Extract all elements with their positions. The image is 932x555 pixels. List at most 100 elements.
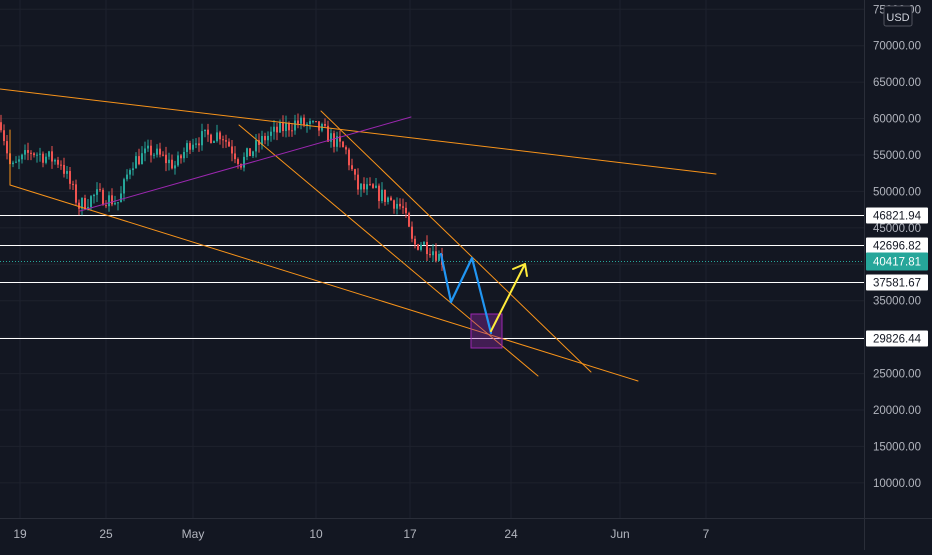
- trendline-channel-a[interactable]: [238, 124, 539, 377]
- x-tick-label: 19: [13, 527, 27, 541]
- candle: [306, 122, 308, 133]
- candle: [177, 151, 179, 167]
- candle: [78, 199, 80, 216]
- candle: [210, 133, 212, 144]
- candle: [159, 142, 161, 158]
- candle: [99, 183, 101, 193]
- time-axis[interactable]: 19 25 May 10 17 24 Jun 7: [13, 527, 709, 541]
- candle: [222, 135, 224, 149]
- candle: [237, 157, 239, 169]
- candle: [168, 152, 170, 171]
- candle: [348, 147, 350, 171]
- candle: [333, 130, 335, 153]
- candle: [141, 146, 143, 165]
- candle: [117, 202, 119, 211]
- candle: [60, 160, 62, 170]
- level-badge-label: 29826.44: [873, 334, 922, 346]
- y-tick-label: 50000.00: [873, 186, 921, 198]
- trendline-channel-b[interactable]: [320, 110, 592, 373]
- candle: [369, 177, 371, 186]
- candle: [192, 138, 194, 153]
- candle: [375, 178, 377, 189]
- candle: [357, 168, 359, 195]
- x-tick-label: 24: [504, 527, 518, 541]
- currency-badge[interactable]: USD: [883, 5, 913, 27]
- x-tick-label: 25: [99, 527, 113, 541]
- candle: [372, 182, 374, 189]
- candle: [183, 147, 185, 163]
- candle: [285, 115, 287, 138]
- y-tick-label: 25000.00: [873, 369, 921, 381]
- candle: [207, 123, 209, 142]
- candle: [276, 122, 278, 141]
- candle: [420, 241, 422, 252]
- x-tick-label: May: [182, 527, 205, 541]
- candle: [93, 193, 95, 204]
- trendline-upper-resistance[interactable]: [0, 88, 717, 175]
- candle: [33, 152, 35, 158]
- y-tick-label: 45000.00: [873, 223, 921, 235]
- candle: [273, 119, 275, 140]
- candle: [96, 182, 98, 202]
- candle: [3, 124, 5, 146]
- candle: [387, 196, 389, 205]
- candle: [258, 133, 260, 153]
- candle: [75, 179, 77, 206]
- candle: [81, 197, 83, 216]
- candle: [363, 177, 365, 193]
- y-tick-label: 20000.00: [873, 405, 921, 417]
- drawings[interactable]: [0, 88, 717, 382]
- candle: [336, 131, 338, 152]
- candle: [165, 146, 167, 172]
- projection-arrow[interactable]: [490, 263, 528, 332]
- candle: [252, 150, 254, 158]
- candle: [54, 158, 56, 165]
- y-tick-label: 15000.00: [873, 441, 921, 453]
- candle: [255, 133, 257, 158]
- trendline-lower-support[interactable]: [9, 184, 639, 382]
- candle: [180, 154, 182, 164]
- candle: [411, 221, 413, 243]
- candle: [18, 155, 20, 170]
- candle: [135, 152, 137, 169]
- candle: [330, 128, 332, 148]
- candle: [390, 195, 392, 201]
- candle: [216, 124, 218, 143]
- candle: [132, 162, 134, 176]
- level-badges: 46821.94 42696.82 37581.67 29826.44 40417.81: [866, 207, 928, 347]
- candle: [39, 147, 41, 162]
- candle: [162, 151, 164, 157]
- candle: [327, 120, 329, 142]
- candle: [315, 121, 317, 123]
- candle: [435, 243, 437, 263]
- candle: [423, 240, 425, 246]
- x-tick-label: 10: [309, 527, 323, 541]
- trendline-purple-channel[interactable]: [79, 116, 412, 212]
- candle: [45, 153, 47, 165]
- candle: [360, 182, 362, 197]
- candle: [171, 154, 173, 170]
- level-badge-label: 42696.82: [873, 241, 921, 253]
- grid: [0, 0, 864, 518]
- horizontal-levels[interactable]: [0, 215, 864, 339]
- y-tick-label: 55000.00: [873, 150, 921, 162]
- x-tick-label: 17: [403, 527, 417, 541]
- candle: [405, 202, 407, 218]
- candle: [138, 148, 140, 166]
- projection-path[interactable]: [439, 252, 493, 335]
- candle: [27, 142, 29, 161]
- y-tick-label: 65000.00: [873, 77, 921, 89]
- candle: [432, 243, 434, 262]
- candle: [378, 183, 380, 209]
- candle: [312, 120, 314, 124]
- candle: [57, 156, 59, 169]
- candle: [111, 188, 113, 207]
- candle: [48, 150, 50, 160]
- last-price-badge: [866, 252, 928, 271]
- candle: [426, 235, 428, 262]
- candle: [231, 139, 233, 162]
- level-badge: [866, 330, 928, 347]
- candle: [282, 115, 284, 137]
